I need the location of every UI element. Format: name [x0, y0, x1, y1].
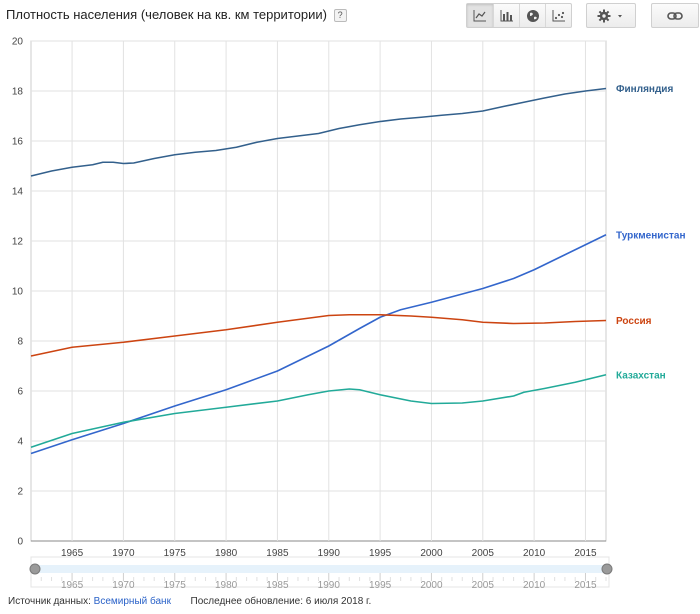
x-tick-label: 1980 — [215, 548, 238, 559]
y-tick-label: 4 — [17, 437, 23, 448]
timeline-tick-label: 1985 — [266, 580, 289, 591]
line-chart-icon[interactable] — [467, 4, 493, 27]
gear-icon[interactable] — [587, 4, 635, 27]
timeline-tick-labels: 1965 1970 1975 1980 1985 1990 1995 2000 2005 2010… — [30, 573, 607, 591]
timeline-tick-label: 2000 — [420, 580, 443, 591]
chart-series-lines — [30, 87, 607, 455]
chart-title: Плотность населения (человек на кв. км т… — [6, 7, 347, 23]
share-link-button[interactable] — [651, 3, 699, 28]
x-tick-label: 1970 — [112, 548, 135, 559]
y-tick-label: 6 — [17, 387, 23, 398]
x-axis-tick-labels: 1965 1970 1975 1980 1985 1990 1995 2000 2005 2010… — [61, 548, 597, 559]
x-tick-label: 1975 — [164, 548, 187, 559]
y-tick-label: 0 — [17, 537, 23, 548]
timeline-selected-range[interactable] — [31, 565, 609, 573]
source-label: Источник данных: — [8, 596, 91, 607]
series-label[interactable]: Туркменистан — [616, 230, 685, 241]
y-tick-label: 20 — [12, 37, 24, 48]
help-icon[interactable]: ? — [333, 9, 347, 23]
chart-grid — [30, 40, 607, 542]
settings-button[interactable] — [586, 3, 636, 28]
y-tick-label: 2 — [17, 487, 23, 498]
y-tick-label: 8 — [17, 337, 23, 348]
x-tick-label: 2015 — [574, 548, 597, 559]
x-tick-label: 2000 — [420, 548, 443, 559]
timeline-tick-label: 1990 — [318, 580, 341, 591]
x-tick-label: 2010 — [523, 548, 546, 559]
series-line[interactable] — [30, 234, 607, 455]
series-label[interactable]: Финляндия — [616, 84, 673, 95]
source-link[interactable]: Всемирный банк — [93, 596, 171, 607]
timeline-tick-label: 1975 — [164, 580, 187, 591]
timeline-tick-label: 1980 — [215, 580, 238, 591]
series-end-labels: Финляндия Туркменистан Россия Казахстан — [616, 84, 685, 381]
chart-title-text: Плотность населения (человек на кв. км т… — [6, 7, 327, 22]
chart-type-switcher — [466, 3, 572, 28]
timeline-tick-label: 2015 — [574, 580, 597, 591]
y-tick-label: 18 — [12, 87, 24, 98]
x-tick-label: 1965 — [61, 548, 84, 559]
footer: Источник данных: Всемирный банк Последне… — [8, 596, 371, 607]
y-tick-label: 16 — [12, 137, 24, 148]
x-tick-label: 2005 — [472, 548, 495, 559]
timeline-tick-label: 1970 — [112, 580, 135, 591]
x-tick-label: 1995 — [369, 548, 392, 559]
timeline-tick-label: 2005 — [472, 580, 495, 591]
timeline-left-handle[interactable] — [29, 563, 41, 575]
series-line[interactable] — [30, 313, 607, 357]
timeline-tick-label: 1965 — [61, 580, 84, 591]
series-line[interactable] — [30, 373, 607, 449]
timeline-slider: 1965 1970 1975 1980 1985 1990 1995 2000 2005 2010… — [29, 556, 613, 591]
timeline-tick-label: 1995 — [369, 580, 392, 591]
series-label[interactable]: Казахстан — [616, 370, 666, 381]
link-icon[interactable] — [652, 4, 698, 27]
bar-chart-icon[interactable] — [493, 4, 519, 27]
series-label[interactable]: Россия — [616, 316, 652, 327]
globe-map-icon[interactable] — [519, 4, 545, 27]
y-tick-label: 12 — [12, 237, 24, 248]
x-tick-label: 1990 — [318, 548, 341, 559]
y-axis-tick-labels: 0 2 4 6 8 10 12 14 16 18 20 — [12, 37, 24, 548]
series-line[interactable] — [30, 87, 607, 177]
last-updated: Последнее обновление: 6 июля 2018 г. — [190, 596, 372, 607]
y-tick-label: 10 — [12, 287, 24, 298]
x-tick-label: 1985 — [266, 548, 289, 559]
timeline-tick-label: 2010 — [523, 580, 546, 591]
y-tick-label: 14 — [12, 187, 24, 198]
scatter-chart-icon[interactable] — [545, 4, 571, 27]
timeline-right-handle[interactable] — [601, 563, 613, 575]
